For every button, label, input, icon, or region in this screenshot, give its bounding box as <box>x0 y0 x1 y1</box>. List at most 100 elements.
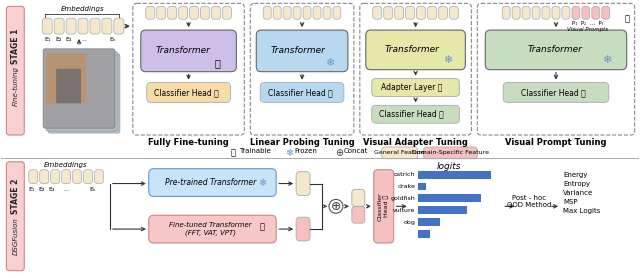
Bar <box>417 230 430 238</box>
Text: Transformer: Transformer <box>527 45 582 54</box>
FancyBboxPatch shape <box>6 6 24 135</box>
FancyBboxPatch shape <box>90 18 100 34</box>
FancyBboxPatch shape <box>157 6 166 19</box>
FancyBboxPatch shape <box>512 6 520 19</box>
FancyBboxPatch shape <box>293 6 301 19</box>
FancyBboxPatch shape <box>283 6 291 19</box>
FancyBboxPatch shape <box>78 18 88 34</box>
FancyBboxPatch shape <box>449 6 458 19</box>
Text: STAGE 1: STAGE 1 <box>11 28 20 64</box>
FancyBboxPatch shape <box>352 190 365 206</box>
FancyBboxPatch shape <box>381 147 417 159</box>
Text: ⊕: ⊕ <box>335 148 343 158</box>
FancyBboxPatch shape <box>46 54 86 103</box>
Text: 🔥: 🔥 <box>625 14 630 23</box>
FancyBboxPatch shape <box>46 52 118 131</box>
FancyBboxPatch shape <box>296 172 310 195</box>
Text: ostrich: ostrich <box>394 172 415 177</box>
Bar <box>417 183 426 190</box>
FancyBboxPatch shape <box>147 83 230 102</box>
Text: Transformer: Transformer <box>271 46 326 55</box>
FancyBboxPatch shape <box>582 6 590 19</box>
FancyBboxPatch shape <box>428 6 436 19</box>
Text: ...: ... <box>63 187 69 192</box>
Text: STAGE 2: STAGE 2 <box>11 179 20 214</box>
Text: Transformer: Transformer <box>155 46 210 55</box>
FancyBboxPatch shape <box>372 6 381 19</box>
Text: Eₙ: Eₙ <box>109 37 116 42</box>
Text: DSGFusion: DSGFusion <box>12 217 19 255</box>
FancyBboxPatch shape <box>6 162 24 271</box>
Text: Visual Prompts: Visual Prompts <box>567 27 609 32</box>
FancyBboxPatch shape <box>48 54 120 133</box>
Text: dog: dog <box>404 220 415 225</box>
Text: 🔥: 🔥 <box>260 223 265 232</box>
Text: E₂: E₂ <box>38 187 44 192</box>
FancyBboxPatch shape <box>562 6 570 19</box>
FancyBboxPatch shape <box>61 170 70 183</box>
FancyBboxPatch shape <box>395 6 404 19</box>
FancyBboxPatch shape <box>114 18 124 34</box>
Text: Fine-tuned Transformer
(FFT, VAT, VPT): Fine-tuned Transformer (FFT, VAT, VPT) <box>169 222 252 236</box>
FancyBboxPatch shape <box>256 30 348 72</box>
FancyBboxPatch shape <box>200 6 209 19</box>
Text: ❄: ❄ <box>285 148 293 158</box>
FancyBboxPatch shape <box>522 6 530 19</box>
Text: Classifier Head 🔥: Classifier Head 🔥 <box>268 88 332 97</box>
Text: P₁  P₂  ...  Pₜ: P₁ P₂ ... Pₜ <box>572 21 604 26</box>
Text: E₁: E₁ <box>28 187 35 192</box>
FancyBboxPatch shape <box>56 69 81 103</box>
Text: Eₙ: Eₙ <box>90 187 96 192</box>
Text: Classifier Head 🔥: Classifier Head 🔥 <box>520 88 586 97</box>
FancyBboxPatch shape <box>333 6 341 19</box>
FancyBboxPatch shape <box>40 170 49 183</box>
Bar <box>417 171 491 178</box>
FancyBboxPatch shape <box>502 6 510 19</box>
Text: goldfish: goldfish <box>391 196 415 201</box>
FancyBboxPatch shape <box>424 147 477 159</box>
Bar <box>417 218 440 226</box>
Text: Post - hoc
OOD Method: Post - hoc OOD Method <box>507 195 551 208</box>
Text: logits: logits <box>437 162 461 171</box>
Text: Trainable: Trainable <box>239 148 271 154</box>
Text: Visual Adapter Tuning: Visual Adapter Tuning <box>363 138 468 147</box>
FancyBboxPatch shape <box>406 6 415 19</box>
FancyBboxPatch shape <box>384 6 393 19</box>
FancyBboxPatch shape <box>146 6 155 19</box>
Text: Visual Prompt Tuning: Visual Prompt Tuning <box>505 138 607 147</box>
FancyBboxPatch shape <box>296 217 310 241</box>
Text: 🔥: 🔥 <box>214 58 220 68</box>
Text: drake: drake <box>397 184 415 189</box>
Text: Energy
Entropy
Variance
MSP
Max Logits: Energy Entropy Variance MSP Max Logits <box>563 172 600 214</box>
Bar <box>417 194 481 202</box>
FancyBboxPatch shape <box>417 6 426 19</box>
Text: ❄: ❄ <box>443 55 452 65</box>
FancyBboxPatch shape <box>54 18 64 34</box>
FancyBboxPatch shape <box>313 6 321 19</box>
Text: ...: ... <box>81 37 87 42</box>
FancyBboxPatch shape <box>552 6 560 19</box>
FancyBboxPatch shape <box>148 215 276 243</box>
FancyBboxPatch shape <box>29 170 38 183</box>
Text: Domain-Specific Feature: Domain-Specific Feature <box>412 150 489 155</box>
FancyBboxPatch shape <box>572 6 580 19</box>
FancyBboxPatch shape <box>303 6 311 19</box>
Text: Classifier
Head 🔥: Classifier Head 🔥 <box>378 192 390 221</box>
Text: Fine-tuning: Fine-tuning <box>12 66 19 106</box>
Text: E₃: E₃ <box>65 37 71 42</box>
FancyBboxPatch shape <box>532 6 540 19</box>
Circle shape <box>329 199 343 213</box>
FancyBboxPatch shape <box>44 49 115 128</box>
Bar <box>417 206 467 214</box>
Text: ❄: ❄ <box>325 58 335 68</box>
FancyBboxPatch shape <box>84 170 93 183</box>
FancyBboxPatch shape <box>372 79 460 96</box>
FancyBboxPatch shape <box>66 18 76 34</box>
FancyBboxPatch shape <box>366 30 465 70</box>
Text: Concat: Concat <box>344 148 368 154</box>
Text: Frozen: Frozen <box>294 148 317 154</box>
FancyBboxPatch shape <box>503 83 609 102</box>
FancyBboxPatch shape <box>223 6 232 19</box>
FancyBboxPatch shape <box>352 206 365 223</box>
FancyBboxPatch shape <box>592 6 600 19</box>
